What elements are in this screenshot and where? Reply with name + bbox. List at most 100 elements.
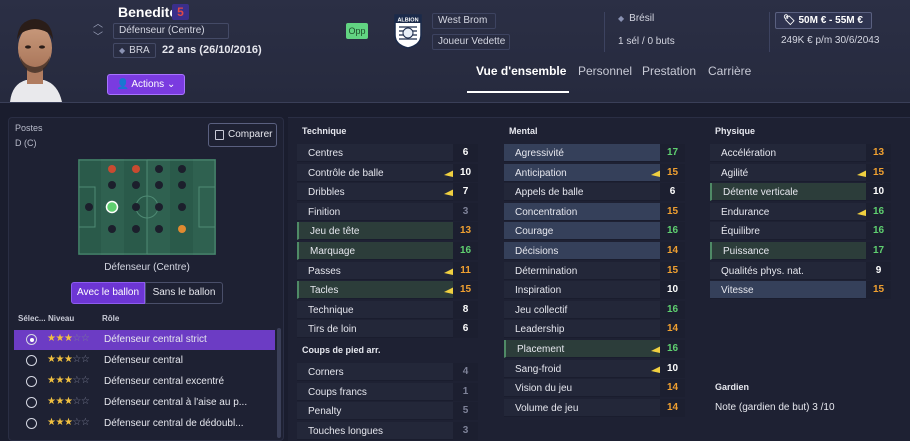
star-icon: ★ <box>47 354 56 365</box>
attribute-row[interactable]: Décisions 14 <box>504 242 685 260</box>
attribute-name: Accélération <box>721 148 777 159</box>
attribute-value: 17 <box>866 242 891 260</box>
attribute-value: 10 <box>660 281 685 300</box>
role-radio[interactable] <box>26 397 37 408</box>
attribute-value: 16 <box>453 242 478 260</box>
col-header-role[interactable]: Rôle <box>102 314 120 323</box>
role-radio[interactable] <box>26 334 37 345</box>
attribute-row[interactable]: Vision du jeu 14 <box>504 379 685 398</box>
role-stars: ★★★☆☆ <box>47 375 90 386</box>
attribute-row[interactable]: Vitesse 15 <box>710 281 891 300</box>
attribute-name: Technique <box>308 304 354 316</box>
attribute-row[interactable]: Finition 3 <box>297 202 478 221</box>
chevron-down-icon: ⌄ <box>166 79 176 90</box>
attribute-value: 17 <box>660 144 685 162</box>
attribute-row[interactable]: Tirs de loin 6 <box>297 320 478 339</box>
attribute-row[interactable]: Penalty 5 <box>297 402 478 421</box>
attribute-row[interactable]: Corners 4 <box>297 363 478 381</box>
country[interactable]: ◆ Brésil <box>618 13 654 24</box>
attribute-value: 10 <box>866 183 891 202</box>
attribute-row[interactable]: Contrôle de balle 10 <box>297 163 478 182</box>
tab-career[interactable]: Carrière <box>708 64 752 78</box>
attribute-name: Jeu de tête <box>310 226 360 238</box>
attribute-row[interactable]: Coups francs 1 <box>297 382 478 401</box>
positions-panel: Postes D (C) Comparer Défenseur (Centre)… <box>8 117 284 441</box>
col-header-level[interactable]: Niveau <box>48 314 75 323</box>
attribute-row[interactable]: Inspiration 10 <box>504 281 685 300</box>
role-stars: ★★★☆☆ <box>47 396 90 407</box>
star-icon: ☆ <box>72 333 81 344</box>
attribute-row[interactable]: Centres 6 <box>297 144 478 162</box>
attribute-row[interactable]: Tacles 15 <box>297 281 478 300</box>
attribute-row[interactable]: Passes 11 <box>297 261 478 280</box>
attribute-row[interactable]: Dribbles 7 <box>297 183 478 202</box>
attribute-row[interactable]: Agressivité 17 <box>504 144 685 162</box>
col-header-select[interactable]: Sélec... <box>18 314 46 323</box>
role-radio[interactable] <box>26 355 37 366</box>
attribute-row[interactable]: Endurance 16 <box>710 202 891 221</box>
attribute-name: Appels de balle <box>515 187 584 199</box>
attribute-name: Décisions <box>515 246 559 257</box>
actions-label: Actions <box>131 79 165 90</box>
actions-button-icon: 👤 <box>116 79 130 90</box>
attribute-value: 6 <box>660 183 685 202</box>
attribute-row[interactable]: Leadership 14 <box>504 320 685 339</box>
without-ball-toggle[interactable]: Sans le ballon <box>145 282 223 304</box>
attribute-row[interactable]: Concentration 15 <box>504 202 685 221</box>
transfer-value-box: 🏷 50M € - 55M € <box>775 12 872 29</box>
attribute-row[interactable]: Accélération 13 <box>710 144 891 162</box>
attribute-value: 15 <box>660 202 685 221</box>
attribute-row[interactable]: Détente verticale 10 <box>710 183 891 202</box>
attribute-row[interactable]: Jeu de tête 13 <box>297 222 478 241</box>
actions-button[interactable]: 👤 Actions ⌄ <box>107 74 185 95</box>
attribute-row[interactable]: Qualités phys. nat. 9 <box>710 261 891 280</box>
attribute-row[interactable]: Touches longues 3 <box>297 421 478 440</box>
attribute-row[interactable]: Puissance 17 <box>710 242 891 260</box>
role-row[interactable]: ★★★☆☆ Défenseur central excentré <box>14 372 275 392</box>
attribute-value: 13 <box>866 144 891 162</box>
role-radio[interactable] <box>26 418 37 429</box>
attribute-row[interactable]: Courage 16 <box>504 222 685 241</box>
star-icon: ★ <box>47 417 56 428</box>
role-row[interactable]: ★★★☆☆ Défenseur central à l'aise au p... <box>14 393 275 413</box>
star-icon: ☆ <box>80 417 90 428</box>
club-name-box[interactable]: West Brom <box>432 13 496 29</box>
attribute-name: Détente verticale <box>723 187 799 199</box>
chevron-up-icon[interactable]: ︿ <box>93 19 103 30</box>
attribute-row[interactable]: Sang-froid 10 <box>504 359 685 378</box>
player-nav-arrows[interactable]: ︿ ﹀ <box>93 18 103 44</box>
star-icon: ★ <box>63 333 73 344</box>
tab-performance[interactable]: Prestation <box>642 64 697 78</box>
attribute-row[interactable]: Technique 8 <box>297 300 478 319</box>
attribute-row[interactable]: Placement 16 <box>504 340 685 358</box>
position-pitch[interactable] <box>78 159 216 255</box>
role-radio[interactable] <box>26 376 37 387</box>
attribute-row[interactable]: Volume de jeu 14 <box>504 398 685 417</box>
attribute-row[interactable]: Jeu collectif 16 <box>504 300 685 319</box>
attribute-name: Corners <box>308 367 344 378</box>
attribute-row[interactable]: Agilité 15 <box>710 163 891 182</box>
role-row[interactable]: ★★★☆☆ Défenseur central strict <box>14 330 275 350</box>
attribute-value: 7 <box>453 183 478 202</box>
attribute-row[interactable]: Détermination 15 <box>504 261 685 280</box>
club-crest-icon[interactable]: ALBION <box>393 13 423 49</box>
tab-personal[interactable]: Personnel <box>578 64 633 78</box>
tab-overview[interactable]: Vue d'ensemble <box>476 64 567 78</box>
attribute-row[interactable]: Anticipation 15 <box>504 163 685 182</box>
role-row[interactable]: ★★★☆☆ Défenseur central de dédoubl... <box>14 414 275 434</box>
physical-title: Physique <box>715 126 756 136</box>
attribute-row[interactable]: Appels de balle 6 <box>504 183 685 202</box>
chevron-down-icon[interactable]: ﹀ <box>93 32 103 43</box>
attribute-name: Concentration <box>515 206 578 218</box>
compare-button[interactable]: Comparer <box>208 123 277 147</box>
role-list-scrollbar[interactable] <box>277 328 281 438</box>
attribute-value: 15 <box>660 163 685 182</box>
role-name: Défenseur central strict <box>104 334 207 345</box>
with-ball-toggle[interactable]: Avec le ballon <box>71 282 145 304</box>
role-row[interactable]: ★★★☆☆ Défenseur central <box>14 351 275 371</box>
player-header: ︿ ﹀ Benedito 5 Défenseur (Centre) ◆ BRA 2… <box>0 0 910 103</box>
attribute-row[interactable]: Marquage 16 <box>297 242 478 260</box>
active-tab-indicator <box>467 91 569 93</box>
pin-icon: ◆ <box>618 14 625 23</box>
attribute-row[interactable]: Équilibre 16 <box>710 222 891 241</box>
